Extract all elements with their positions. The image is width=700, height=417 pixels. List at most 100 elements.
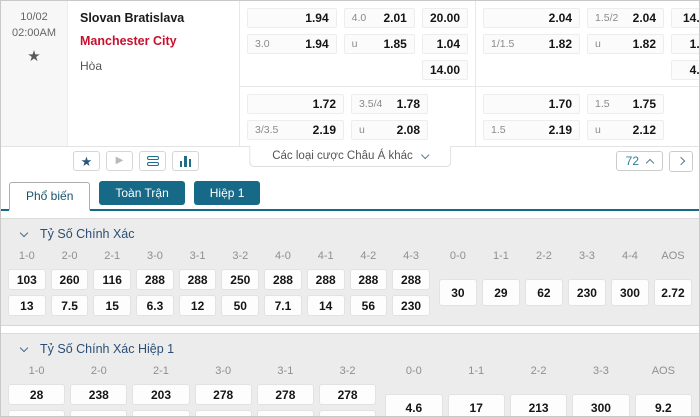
odds-cell[interactable]: 288 bbox=[178, 269, 217, 290]
odds-cell-under[interactable]: u 1.85 bbox=[343, 34, 415, 54]
score-header: 4-3 bbox=[403, 250, 419, 262]
odds-line: 1.5/2 bbox=[595, 12, 619, 24]
odds-cell[interactable]: 288 bbox=[392, 269, 430, 290]
odds-cell[interactable]: 17 bbox=[447, 394, 505, 416]
odds-cell-under[interactable]: u 2.12 bbox=[587, 120, 664, 140]
markets-button[interactable] bbox=[139, 151, 166, 171]
odds-cell[interactable]: 7.5 bbox=[50, 295, 89, 316]
odds-cell[interactable]: 50 bbox=[221, 295, 260, 316]
odds-cell[interactable]: 103 bbox=[8, 269, 46, 290]
odds-cell-hdp-away[interactable]: 1.5 2.19 bbox=[483, 120, 580, 140]
odds-cell-over[interactable]: 3.5/4 1.78 bbox=[351, 94, 428, 114]
favorite-button[interactable]: ★ bbox=[73, 151, 100, 171]
odds-cell[interactable]: 300 bbox=[610, 279, 649, 306]
odds-cell[interactable]: 6.3 bbox=[136, 295, 174, 316]
odds-cell[interactable]: 13 bbox=[8, 295, 46, 316]
odds-cell[interactable]: 288 bbox=[306, 269, 345, 290]
fulltime-odds-right: 2.04 1/1.5 1.82 1.5/2 2.04 u 1.82 bbox=[476, 1, 699, 86]
odds-cell-hdp-home[interactable]: 1.72 bbox=[247, 94, 344, 114]
odds-cell-hdp-home[interactable]: 1.70 bbox=[483, 94, 580, 114]
odds-cell[interactable]: 278 bbox=[194, 384, 252, 405]
odds-cell[interactable]: 38 bbox=[256, 410, 314, 416]
odds-cell-1x2-draw[interactable]: 4.20 bbox=[671, 60, 699, 80]
odds-cell-1x2-home[interactable]: 14.00 bbox=[671, 8, 699, 28]
odds-cell[interactable]: 238 bbox=[70, 384, 128, 405]
tab-full-match[interactable]: Toàn Trận bbox=[99, 181, 185, 205]
odds-cell[interactable]: 9.2 bbox=[634, 394, 692, 416]
odds-cell[interactable]: 288 bbox=[349, 269, 388, 290]
odds-cell[interactable]: 21 bbox=[132, 410, 190, 416]
odds-cell[interactable]: 260 bbox=[50, 269, 89, 290]
over-under-column: 4.0 2.01 u 1.85 bbox=[343, 8, 415, 80]
market-count-button[interactable]: 72 bbox=[615, 151, 663, 171]
odds-cell-1x2-away[interactable]: 1.04 bbox=[421, 34, 468, 54]
stream-button[interactable]: ▶ bbox=[106, 151, 133, 171]
odds-cell[interactable]: 14 bbox=[306, 295, 345, 316]
tab-first-half[interactable]: Hiệp 1 bbox=[193, 181, 261, 205]
odds-cell-over[interactable]: 1.5/2 2.04 bbox=[587, 8, 664, 28]
odds-value: 1.04 bbox=[436, 37, 460, 51]
odds-cell[interactable]: 3.5 bbox=[70, 410, 128, 416]
odds-cell[interactable]: 288 bbox=[136, 269, 174, 290]
odds-cell-under[interactable]: u 2.08 bbox=[351, 120, 428, 140]
odds-line: 3/3.5 bbox=[255, 124, 279, 136]
odds-cell[interactable]: 56 bbox=[349, 295, 388, 316]
odds-cell[interactable]: 300 bbox=[572, 394, 630, 416]
odds-cell[interactable]: 116 bbox=[93, 269, 132, 290]
odds-cell[interactable]: 230 bbox=[392, 295, 430, 316]
odds-cell[interactable]: 2.72 bbox=[653, 279, 692, 306]
odds-cell[interactable]: 213 bbox=[509, 394, 568, 416]
chevron-up-icon bbox=[645, 158, 655, 167]
score-header: 4-2 bbox=[360, 250, 377, 262]
odds-cell[interactable]: 230 bbox=[567, 279, 606, 306]
odds-line: u bbox=[359, 124, 365, 136]
odds-cell[interactable]: 12 bbox=[178, 295, 217, 316]
odds-cell[interactable]: 250 bbox=[221, 269, 260, 290]
asian-markets-dropdown[interactable]: Các loại cược Châu Á khác bbox=[249, 146, 451, 167]
odds-cell[interactable]: 30 bbox=[438, 279, 477, 306]
odds-line: u bbox=[595, 38, 601, 50]
odds-cell[interactable]: 2.88 bbox=[8, 410, 66, 416]
odds-cell[interactable]: 29 bbox=[481, 279, 520, 306]
over-under-column: 1.5 1.75 u 2.12 bbox=[587, 94, 664, 140]
odds-cell[interactable]: 278 bbox=[256, 384, 314, 405]
odds-cell-over[interactable]: 4.0 2.01 bbox=[343, 8, 415, 28]
odds-cell-hdp-home[interactable]: 1.94 bbox=[247, 8, 337, 28]
odds-cell-hdp-away[interactable]: 3.0 1.94 bbox=[247, 34, 337, 54]
score-header: 1-1 bbox=[492, 250, 509, 262]
score-header: AOS bbox=[651, 365, 675, 377]
odds-cell-hdp-home[interactable]: 2.04 bbox=[483, 8, 580, 28]
odds-value: 20.00 bbox=[429, 11, 460, 25]
odds-cell[interactable]: 6.2 bbox=[194, 410, 252, 416]
score-header: 2-2 bbox=[530, 365, 547, 377]
odds-cell[interactable]: 278 bbox=[318, 384, 377, 405]
odds-cell[interactable]: 15 bbox=[93, 295, 132, 316]
one-x-two-column: 20.00 1.04 14.00 bbox=[421, 8, 468, 80]
odds-cell-1x2-away[interactable]: 1.27 bbox=[671, 34, 699, 54]
odds-cell-1x2-draw[interactable]: 14.00 bbox=[421, 60, 468, 80]
odds-cell-under[interactable]: u 1.82 bbox=[587, 34, 664, 54]
odds-cell[interactable]: 203 bbox=[132, 384, 190, 405]
odds-cell-over[interactable]: 1.5 1.75 bbox=[587, 94, 664, 114]
over-under-column: 1.5/2 2.04 u 1.82 bbox=[587, 8, 664, 80]
odds-cell[interactable]: 4.6 bbox=[385, 394, 443, 416]
odds-cell[interactable]: 7.1 bbox=[264, 295, 302, 316]
odds-line: 4.0 bbox=[351, 12, 367, 24]
section-header[interactable]: Tỷ Số Chính Xác Hiệp 1 bbox=[1, 334, 699, 363]
odds-cell[interactable]: 62 bbox=[524, 279, 563, 306]
next-button[interactable] bbox=[669, 150, 693, 172]
stats-button[interactable] bbox=[172, 151, 199, 171]
chevron-down-icon bbox=[420, 150, 430, 159]
odds-cell[interactable]: 230 bbox=[318, 410, 377, 416]
odds-cell-hdp-away[interactable]: 3/3.5 2.19 bbox=[247, 120, 344, 140]
tab-popular[interactable]: Phổ biến bbox=[9, 182, 91, 211]
favorite-star-icon[interactable]: ★ bbox=[27, 47, 41, 65]
score-columns: 1-0 2-0 2-1 3-0 3-1 3-2 28 238 203 278 2… bbox=[8, 363, 377, 416]
odds-cell-1x2-home[interactable]: 20.00 bbox=[421, 8, 468, 28]
odds-cell[interactable]: 28 bbox=[8, 384, 66, 405]
section-header[interactable]: Tỷ Số Chính Xác bbox=[1, 219, 699, 248]
odds-line: u bbox=[351, 38, 358, 50]
odds-cell[interactable]: 288 bbox=[264, 269, 302, 290]
odds-cell-hdp-away[interactable]: 1/1.5 1.82 bbox=[483, 34, 580, 54]
